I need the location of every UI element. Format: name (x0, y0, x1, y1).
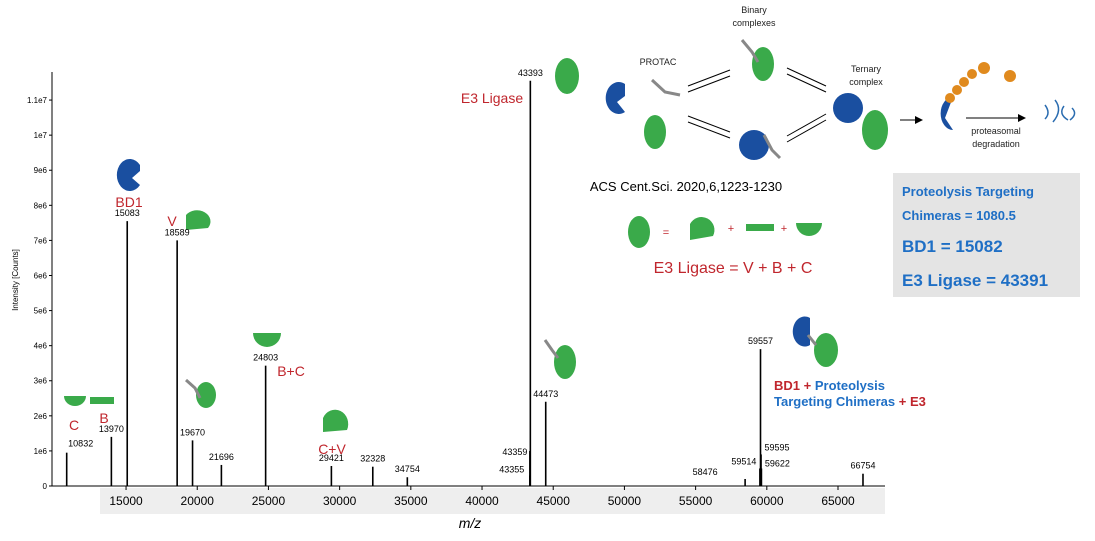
y-tick-label: 2e6 (34, 412, 48, 421)
annotation: B (99, 410, 108, 426)
annotation: C+V (318, 441, 346, 457)
annotation: BD1 (115, 194, 142, 210)
schematic-label: Ternary (851, 64, 882, 74)
peak-label: 10832 (68, 439, 93, 449)
schematic-label: PROTAC (640, 57, 677, 67)
complex-label-part: Proteolysis (815, 378, 885, 393)
annotation: B+C (277, 363, 305, 379)
peak-label: 44473 (533, 389, 558, 399)
peak-label: 58476 (693, 467, 718, 477)
x-tick-label: 65000 (821, 494, 855, 508)
complex-label-part: + E3 (899, 394, 926, 409)
info-box (893, 173, 1080, 297)
arrow (687, 115, 731, 133)
peak-label: 29421 (319, 453, 344, 463)
peak-label: 13970 (99, 424, 124, 434)
peak-label: 43355 (499, 464, 524, 474)
peak-label: 59622 (765, 458, 790, 468)
annotation: V (167, 213, 177, 229)
x-axis-label: m/z (459, 515, 482, 531)
x-tick-label: 25000 (252, 494, 286, 508)
peak-label: 19670 (180, 427, 205, 437)
y-axis-label: Intensity [Counts] (11, 249, 20, 311)
arrow (786, 119, 827, 143)
y-tick-label: 8e6 (34, 201, 48, 210)
peak-label: 32328 (360, 454, 385, 464)
peak-label: 15083 (115, 208, 140, 218)
y-tick-label: 1e6 (34, 447, 48, 456)
info-line: Proteolysis Targeting (902, 184, 1034, 199)
peak-label: 59557 (748, 336, 773, 346)
info-line: Chimeras = 1080.5 (902, 208, 1016, 223)
schematic-label: complexes (732, 18, 776, 28)
equation-symbol: = (663, 227, 669, 239)
complex-label: BD1 + Proteolysis (774, 378, 885, 393)
arrow (786, 73, 827, 93)
arrow (786, 113, 827, 137)
x-tick-label: 55000 (679, 494, 713, 508)
annotation: C (69, 417, 79, 433)
y-tick-label: 4e6 (34, 342, 48, 351)
x-axis-band (100, 488, 885, 514)
peak-label: 59595 (765, 442, 790, 452)
schematic-label: proteasomal (971, 126, 1021, 136)
x-tick-label: 30000 (323, 494, 357, 508)
y-tick-label: 3e6 (34, 377, 48, 386)
x-tick-label: 45000 (537, 494, 571, 508)
annotation: E3 Ligase (461, 90, 523, 106)
info-line: E3 Ligase = 43391 (902, 271, 1048, 290)
schematic (605, 39, 1076, 248)
y-tick-label: 7e6 (34, 236, 48, 245)
x-tick-label: 35000 (394, 494, 428, 508)
arrow (687, 75, 731, 93)
peak-label: 24803 (253, 353, 278, 363)
icons (64, 58, 838, 432)
x-tick-label: 50000 (608, 494, 642, 508)
equation-symbol: + (781, 223, 787, 235)
schematic-label: complex (849, 77, 883, 87)
equation-symbol: + (728, 223, 734, 235)
equation: E3 Ligase = V + B + C (654, 260, 813, 277)
y-tick-label: 6e6 (34, 271, 48, 280)
x-tick-label: 15000 (109, 494, 143, 508)
complex-label-part: Targeting Chimeras (774, 394, 895, 409)
x-tick-label: 40000 (465, 494, 499, 508)
arrow (687, 69, 731, 87)
y-tick-label: 1e7 (34, 131, 48, 140)
citation: ACS Cent.Sci. 2020,6,1223-1230 (590, 179, 782, 194)
peak-label: 66754 (850, 461, 875, 471)
x-tick-label: 60000 (750, 494, 784, 508)
peak-label: 43393 (518, 68, 543, 78)
peak-label: 34754 (395, 464, 420, 474)
y-tick-label: 0 (43, 482, 48, 491)
y-tick-label: 5e6 (34, 307, 48, 316)
schematic-label: degradation (972, 139, 1020, 149)
schematic-label: Binary (741, 5, 767, 15)
arrow (687, 121, 731, 139)
peak-label: 43359 (502, 447, 527, 457)
peak-label: 18589 (165, 227, 190, 237)
y-tick-label: 9e6 (34, 166, 48, 175)
complex-label-part: BD1 + (774, 378, 812, 393)
peak-label: 21696 (209, 452, 234, 462)
info-line: BD1 = 15082 (902, 237, 1003, 256)
arrow (786, 67, 827, 87)
y-tick-label: 1.1e7 (27, 96, 48, 105)
complex-label: Targeting Chimeras + E3 (774, 394, 926, 409)
peak-label: 59514 (731, 456, 756, 466)
x-tick-label: 20000 (181, 494, 215, 508)
